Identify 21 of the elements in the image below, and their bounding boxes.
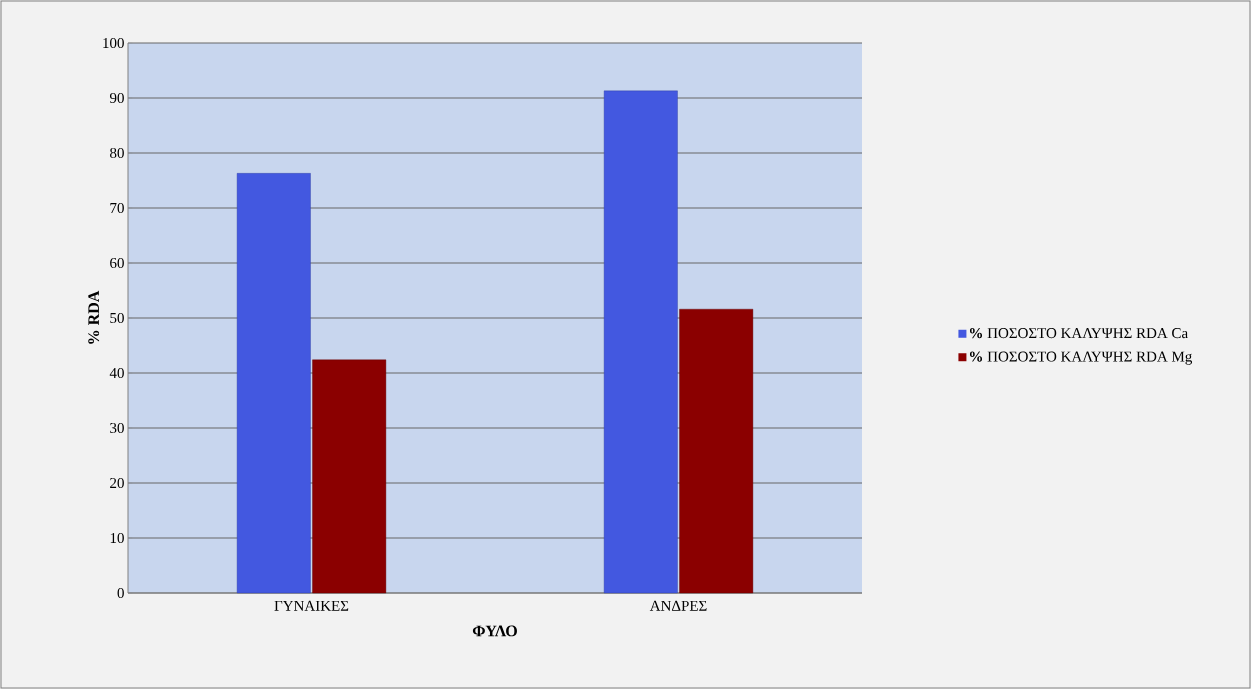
legend-label: % ΠΟΣΟΣΤΟ ΚΑΛΥΨΗΣ RDA Ca (969, 328, 1188, 339)
y-tick-label: 70 (110, 202, 124, 214)
y-tick-label: 0 (117, 587, 124, 599)
y-tick-label: 100 (103, 37, 124, 49)
x-tick-label: ΑΝΔΡΕΣ (649, 600, 707, 611)
x-tick-label: ΓΥΝΑΙΚΕΣ (274, 600, 349, 611)
y-tick-label: 30 (110, 422, 124, 434)
y-tick-label: 90 (109, 92, 124, 104)
y-tick-label: 60 (110, 257, 124, 269)
y-tick-label: 20 (110, 477, 124, 489)
bar (236, 173, 311, 594)
y-tick-label: 80 (110, 147, 124, 159)
x-axis-title: ΦΥΛΟ (472, 625, 517, 637)
bar (679, 309, 754, 594)
y-axis-title: % RDA (88, 290, 100, 344)
y-tick-label: 40 (109, 367, 124, 379)
bar (603, 90, 678, 594)
legend-label: % ΠΟΣΟΣΤΟ ΚΑΛΥΨΗΣ RDA Mg (969, 351, 1193, 365)
y-tick-label: 10 (110, 532, 124, 544)
y-tick-label: 50 (110, 312, 124, 324)
bar (312, 359, 387, 594)
